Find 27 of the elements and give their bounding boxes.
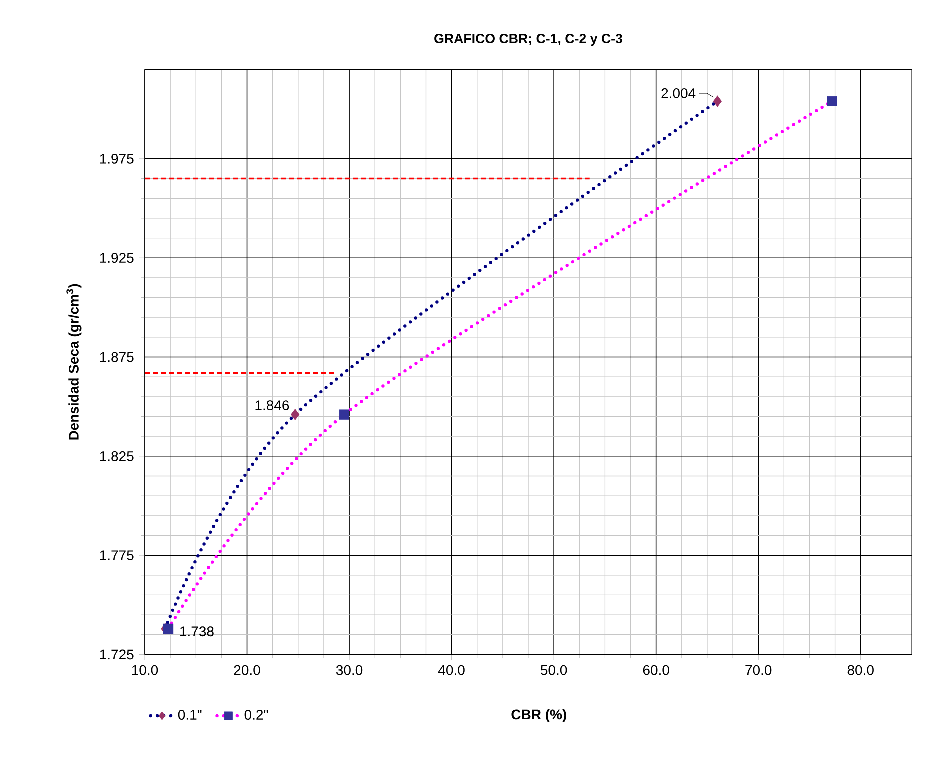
x-tick-label: 40.0: [438, 665, 465, 676]
legend-label: 0.2": [244, 710, 268, 720]
x-tick-label: 70.0: [746, 665, 772, 676]
annotation: 1.846: [256, 400, 290, 411]
y-axis-title: Densidad Seca (gr/cm$^{3}$): [66, 284, 82, 440]
x-tick-label: 80.0: [848, 665, 874, 676]
y-tick-label: 1.825: [100, 451, 134, 462]
y-tick-label: 1.925: [100, 253, 134, 264]
y-tick-label: 1.975: [100, 154, 134, 164]
x-tick-label: 20.0: [234, 665, 260, 676]
y-tick-label: 1.875: [100, 352, 134, 362]
x-axis-title: CBR (%): [512, 709, 566, 722]
x-tick-label: 60.0: [643, 665, 670, 676]
y-tick-label: 1.775: [100, 550, 134, 560]
legend-label: 0.1": [178, 710, 202, 720]
point: [163, 624, 174, 634]
point: [291, 409, 300, 420]
x-tick-label: 10.0: [132, 665, 158, 676]
point: [339, 410, 350, 420]
annotation: 2.004: [662, 88, 696, 98]
point: [713, 96, 722, 108]
annotation: 1.738: [180, 626, 214, 637]
x-tick-label: 50.0: [541, 665, 568, 676]
point: [827, 96, 838, 107]
x-tick-label: 30.0: [336, 665, 363, 676]
chart-title: GRAFICO CBR; C-1, C-2 y C-3: [434, 34, 622, 46]
y-tick-label: 1.725: [100, 650, 134, 660]
